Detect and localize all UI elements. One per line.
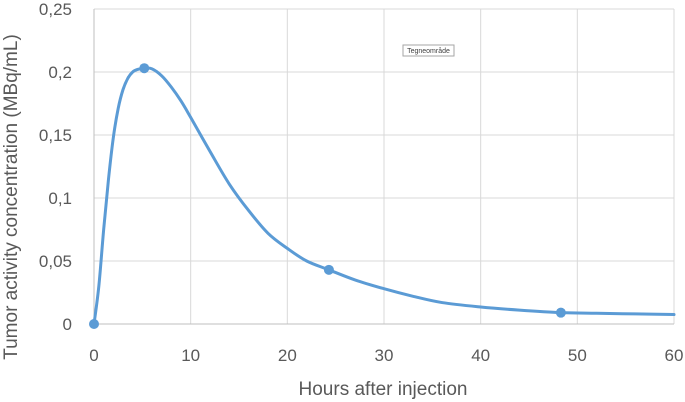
axes [93, 9, 674, 325]
y-tick-label: 0,05 [39, 252, 72, 271]
y-axis-title: Tumor activity concentration (MBq/mL) [1, 34, 22, 360]
data-point [555, 307, 566, 318]
x-tick-label: 0 [89, 346, 98, 365]
data-point [139, 63, 150, 74]
x-axis-title: Hours after injection [299, 379, 468, 400]
x-tick-label: 30 [375, 346, 394, 365]
y-tick-label: 0,15 [39, 126, 72, 145]
y-tick-label: 0,25 [39, 0, 72, 19]
annotation-box: Tegneområde [402, 44, 455, 57]
y-tick-labels: 0 0,05 0,1 0,15 0,2 0,25 [39, 0, 72, 334]
y-tick-label: 0,1 [48, 189, 72, 208]
x-tick-label: 60 [665, 346, 684, 365]
x-tick-label: 20 [278, 346, 297, 365]
data-point [323, 264, 334, 275]
series-line [92, 66, 676, 326]
series [89, 63, 676, 329]
x-tick-label: 10 [181, 346, 200, 365]
gridlines [94, 8, 675, 324]
x-tick-label: 50 [568, 346, 587, 365]
annotation-text: Tegneområde [407, 47, 450, 55]
data-point [89, 319, 99, 329]
y-tick-label: 0,2 [48, 63, 72, 82]
x-tick-labels: 0 10 20 30 40 50 60 [89, 346, 683, 365]
y-tick-label: 0 [63, 315, 72, 334]
x-tick-label: 40 [471, 346, 490, 365]
